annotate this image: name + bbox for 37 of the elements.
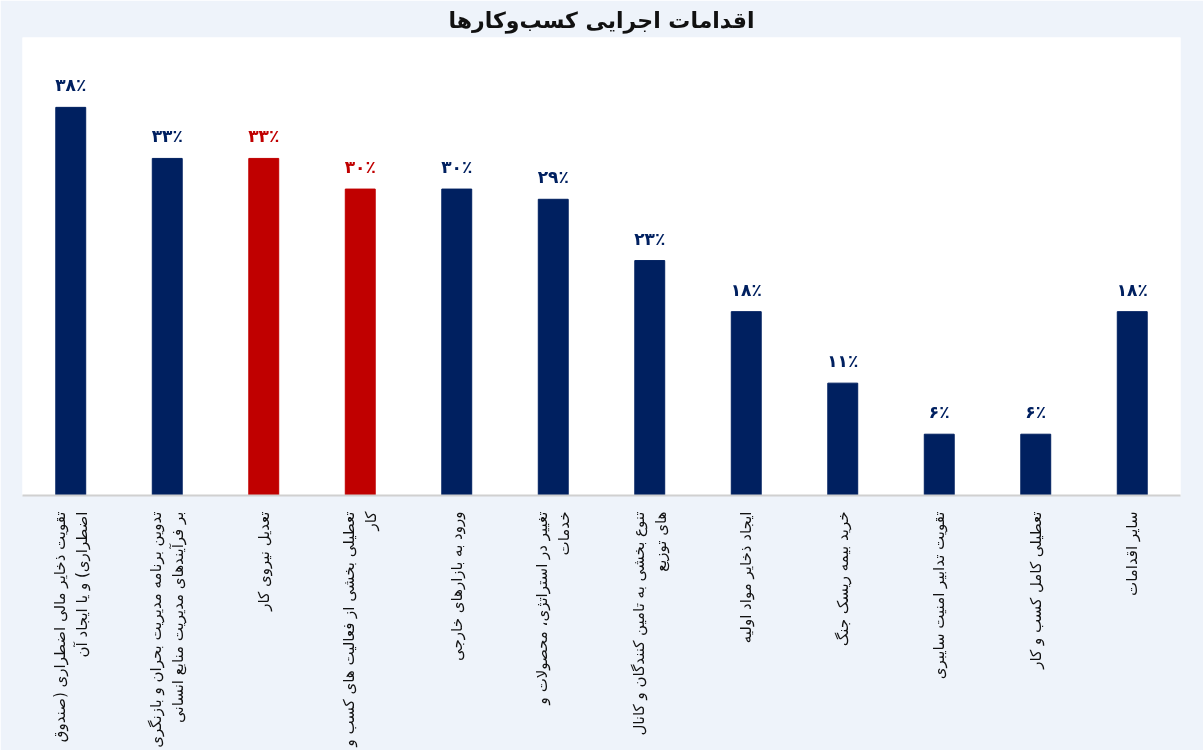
chart-title: اقدامات اجرایی کسب‌وکارها: [448, 7, 755, 34]
data-label: ۶٪: [1025, 402, 1047, 423]
data-label: ۶٪: [928, 402, 950, 423]
data-label: ۱۸٪: [1116, 279, 1148, 300]
data-label: ۳۳٪: [151, 126, 183, 147]
bar: [151, 157, 183, 496]
x-tick-label: تعطیلی بخشی از فعالیت های کسب و کار: [340, 510, 381, 748]
data-label: ۱۸٪: [730, 279, 762, 300]
x-tick-label: ورود به بازارهای خارجی: [447, 511, 466, 661]
bar: [730, 311, 762, 496]
x-tick-label: تغییر در استراتژی، محصولات و خدمات: [533, 511, 574, 706]
data-label: ۲۹٪: [537, 167, 569, 188]
data-label: ۱۱٪: [827, 351, 859, 372]
data-label: ۳۸٪: [55, 75, 87, 96]
x-tick-label: خرید بیمه ریسک جنگ: [833, 511, 852, 647]
bar: [55, 106, 87, 496]
bar: [634, 260, 666, 496]
bar: [248, 157, 280, 496]
data-label: ۳۰٪: [441, 157, 473, 178]
data-label: ۲۳٪: [634, 228, 666, 249]
x-tick-label: تعطیلی کامل کسب و کار: [1026, 511, 1045, 670]
x-tick-label: تنوع بخشی به تامین کنندگان و کانال های توزیع: [629, 511, 670, 736]
bar: [1116, 311, 1148, 496]
bar: [827, 382, 859, 496]
bar: [537, 198, 569, 496]
x-tick-label: ایجاد ذخایر مواد اولیه: [737, 511, 756, 644]
bar: [344, 188, 376, 496]
x-tick-label: تعدیل نیروی کار: [254, 511, 273, 612]
x-tick-label: تقویت ذخایر مالی اضطراری (صندوق اضطراری) و یا ایجاد آن: [50, 511, 91, 743]
bar: [441, 188, 473, 496]
x-tick-label: سایر اقدامات: [1123, 511, 1142, 596]
bar: [1020, 433, 1052, 496]
x-tick-label: تدوین برنامه مدیریت بحران و بازنگری بر فرآیندهای مدیریت منابع انسانی: [147, 511, 188, 748]
data-label: ۳۳٪: [248, 126, 280, 147]
x-tick-label: تقویت تدابیر امنیت سایبری: [930, 511, 949, 680]
data-label: ۳۰٪: [344, 157, 376, 178]
bar: [923, 433, 955, 496]
